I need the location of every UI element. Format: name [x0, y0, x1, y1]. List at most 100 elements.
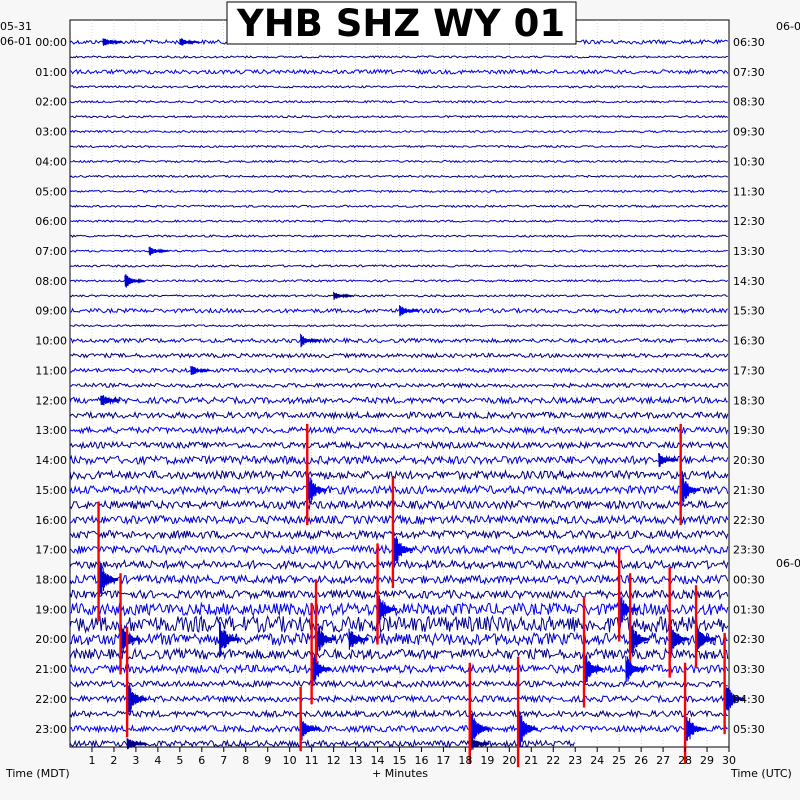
event-burst [315, 623, 336, 655]
event-burst [333, 291, 354, 300]
right-hour-label: 23:30 [733, 544, 765, 557]
left-hour-label: 16:00 [35, 514, 67, 527]
x-tick-label: 25 [612, 754, 626, 767]
right-hour-label: 22:30 [733, 514, 765, 527]
event-burst [300, 717, 321, 741]
event-burst [376, 592, 398, 627]
trace-row [69, 219, 729, 223]
title-box [226, 1, 577, 45]
trace-row [69, 159, 729, 164]
trace-row [69, 528, 729, 541]
event-burst [625, 655, 646, 683]
right-hour-label: 12:30 [733, 215, 765, 228]
right-hour-label: 21:30 [733, 484, 765, 497]
left-hour-label: 08:00 [35, 275, 67, 288]
trace-row [69, 381, 729, 389]
x-tick-label: 5 [176, 754, 183, 767]
right-axis-label: Time (UTC) [730, 767, 792, 780]
trace-row [69, 114, 729, 119]
right-hour-label: 13:30 [733, 245, 765, 258]
right-hour-label: 01:30 [733, 603, 765, 616]
trace-row [69, 249, 728, 253]
x-tick-label: 22 [546, 754, 560, 767]
left-hour-label: 07:00 [35, 245, 67, 258]
event-burst [311, 651, 332, 687]
right-hour-label: 15:30 [733, 305, 765, 318]
trace-row [69, 264, 728, 268]
right-hour-label: 19:30 [733, 424, 765, 437]
x-tick-label: 14 [371, 754, 385, 767]
event-burst [684, 709, 705, 749]
right-hour-label: 05:30 [733, 723, 765, 736]
x-axis-label: + Minutes [372, 767, 428, 780]
trace-row [69, 484, 729, 496]
event-burst [119, 620, 141, 658]
x-tick-label: 8 [242, 754, 249, 767]
left-axis-label: Time (MDT) [5, 767, 70, 780]
event-bursts [97, 38, 745, 768]
left-hour-label: 11:00 [35, 364, 67, 377]
x-tick-label: 18 [458, 754, 472, 767]
right-hour-label: 10:30 [733, 155, 765, 168]
trace-row [69, 647, 729, 661]
left-hour-labels: 00:00 01:00 02:00 03:00 04:00 05:00 06:00 07:00… [35, 36, 67, 736]
trace-row [69, 410, 729, 421]
trace-row [69, 631, 728, 647]
right-hour-label: 00:30 [733, 573, 765, 586]
left-hour-label: 12:00 [35, 394, 67, 407]
right-hour-label: 02:30 [733, 633, 765, 646]
trace-row [69, 558, 729, 571]
trace-row [69, 514, 729, 526]
trace-row [69, 588, 729, 601]
trace-row [69, 144, 728, 149]
event-burst [680, 473, 701, 507]
event-burst [392, 526, 413, 573]
x-tick-label: 23 [568, 754, 582, 767]
trace-row [69, 709, 728, 719]
trace-row [69, 425, 729, 436]
trace-row [69, 499, 729, 511]
trace-row [69, 189, 728, 194]
left-hour-label: 02:00 [35, 96, 67, 109]
x-tick-label: 11 [305, 754, 319, 767]
left-hour-label: 09:00 [35, 305, 67, 318]
x-tick-label: 1 [88, 754, 95, 767]
event-burst [469, 737, 490, 751]
x-tick-label: 26 [634, 754, 648, 767]
event-burst [348, 628, 369, 650]
left-hour-label: 05:00 [35, 185, 67, 198]
left-hour-label: 22:00 [35, 693, 67, 706]
chart-title: YHB SHZ WY 01 [236, 2, 565, 45]
trace-row [69, 614, 729, 634]
event-burst [658, 452, 679, 468]
trace-row [69, 469, 729, 481]
event-burst [300, 333, 321, 348]
trace-row [69, 723, 729, 734]
x-tick-label: 9 [264, 754, 271, 767]
x-tick-label: 21 [524, 754, 538, 767]
right-hour-label: 09:30 [733, 126, 765, 139]
right-hour-label: 03:30 [733, 663, 765, 676]
left-hour-label: 21:00 [35, 663, 67, 676]
right-hour-label: 18:30 [733, 394, 765, 407]
event-burst [148, 246, 169, 256]
left-hour-label: 00:00 [35, 36, 67, 49]
trace-row [69, 85, 728, 89]
x-tick-label: 30 [722, 754, 736, 767]
trace-row [69, 337, 728, 345]
x-tick-label: 7 [220, 754, 227, 767]
event-burst [126, 738, 147, 750]
trace-row [69, 204, 728, 209]
trace-row [69, 307, 729, 314]
trace-row [69, 55, 728, 59]
event-burst [583, 654, 604, 684]
trace-row [69, 129, 728, 134]
trace-row [69, 174, 729, 179]
trace-row [69, 679, 728, 689]
right-hour-labels: 06:30 07:30 08:30 09:30 10:30 11:30 12:30 13:30… [733, 36, 765, 736]
trace-row [69, 395, 728, 406]
event-burst [669, 617, 690, 661]
x-tick-label: 6 [198, 754, 205, 767]
trace-row [69, 234, 728, 238]
